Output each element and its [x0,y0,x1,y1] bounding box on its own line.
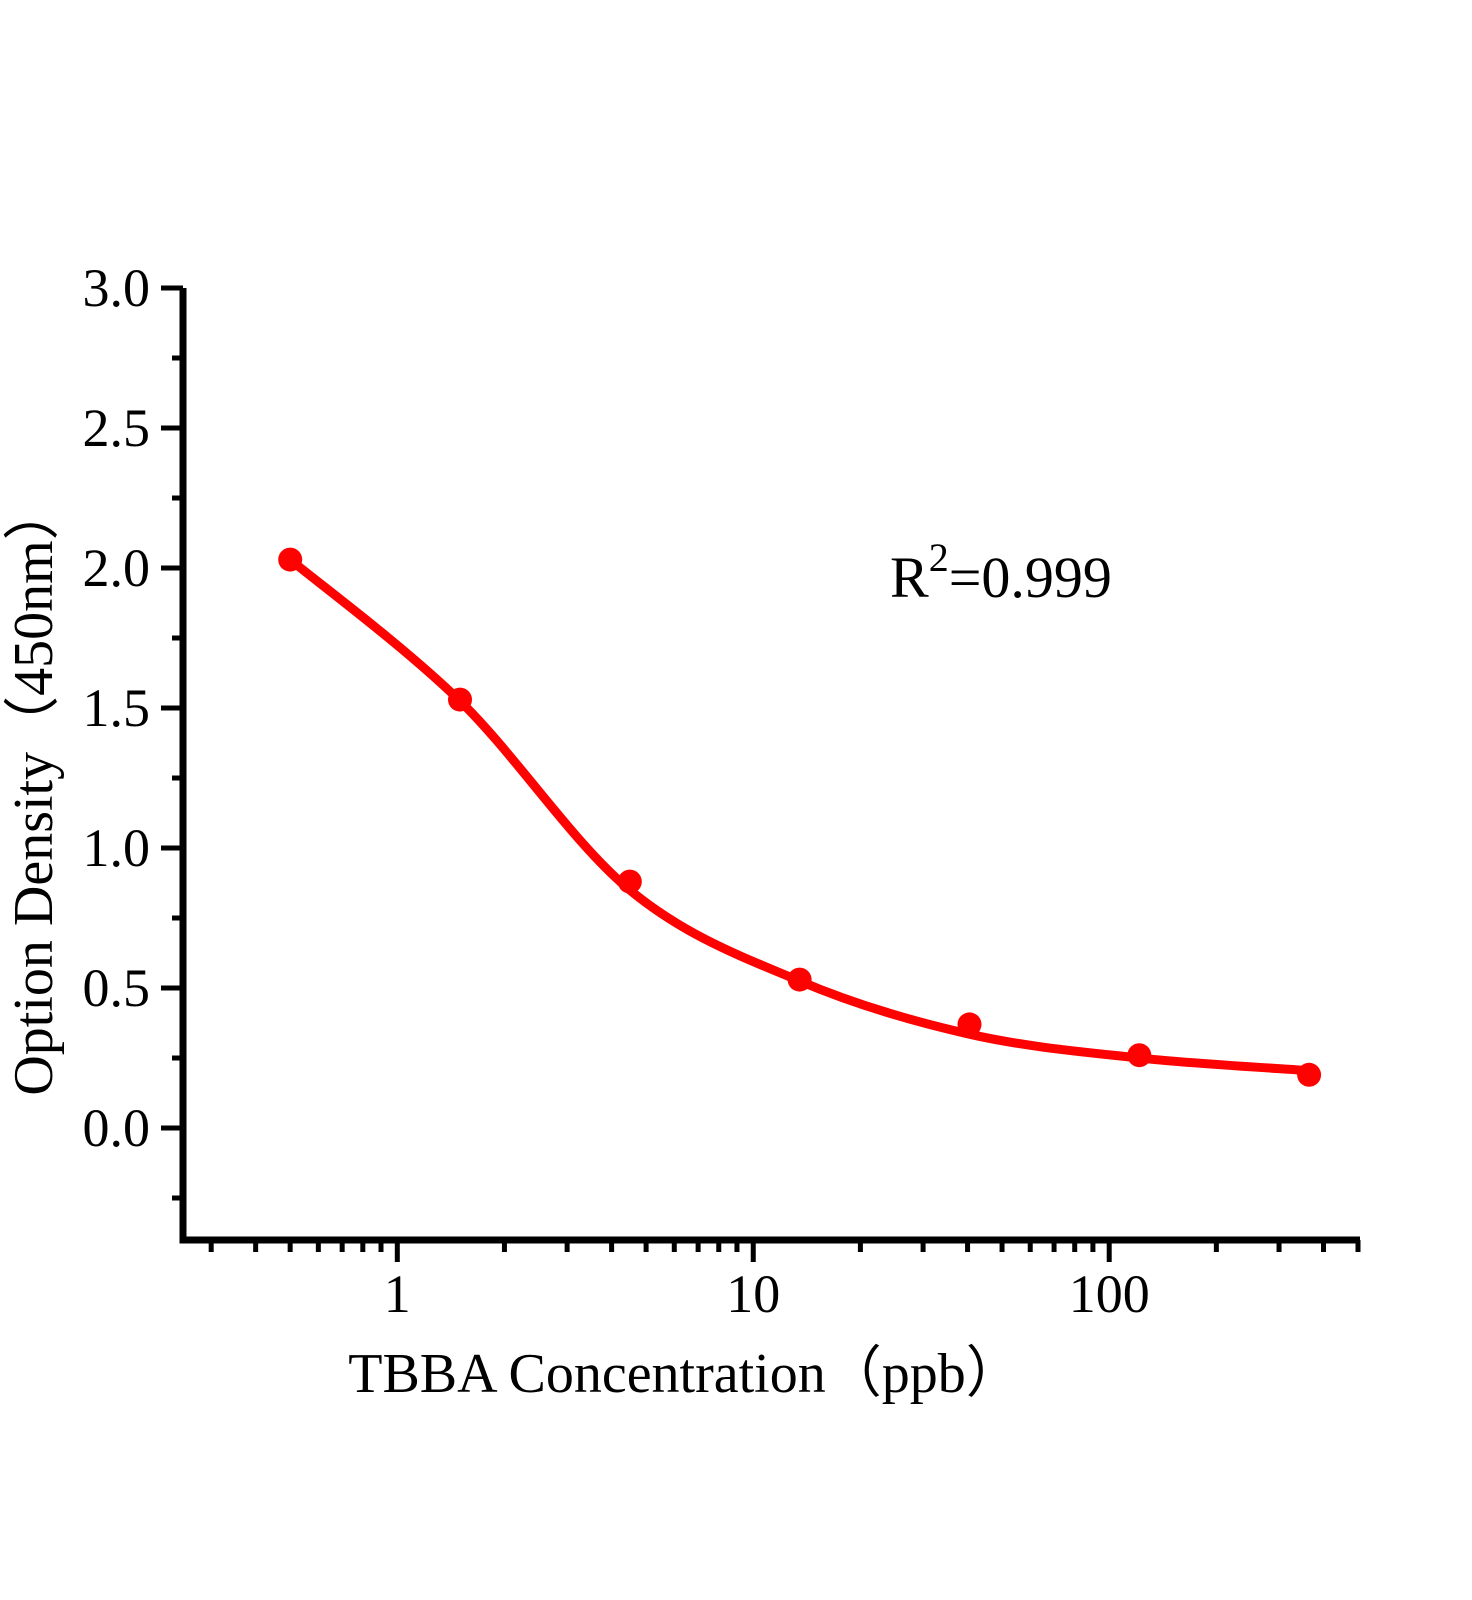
y-tick-label: 1.0 [83,818,151,878]
data-point [448,687,472,712]
axis-tick-labels: 1 10 100 0.0 0.5 1.0 1.5 2.0 2.5 3.0 [83,258,1150,1324]
x-tick-label: 100 [1069,1264,1150,1324]
x-tick-label: 1 [384,1264,411,1324]
r-squared-annotation: R2=0.999 [890,535,1112,610]
y-tick-label: 2.5 [83,398,151,458]
data-point [1127,1043,1152,1068]
y-tick-label: 3.0 [83,258,151,318]
r-squared-value: =0.999 [949,545,1112,610]
axis-title-layer: TBBA Concentration（ppb） Option Density（45… [3,484,1022,1405]
axis-lines [179,288,1360,1244]
fit-curve-layer [285,555,1314,1076]
y-tick-label: 1.5 [83,678,151,738]
y-tick-label: 0.5 [83,958,151,1018]
x-tick-label: 10 [726,1264,780,1324]
y-axis-title: Option Density（450nm） [3,484,65,1095]
x-axis-title: TBBA Concentration（ppb） [348,1343,1022,1405]
axis-ticks [161,285,1361,1262]
y-tick-label: 2.0 [83,538,151,598]
data-point [617,869,642,894]
r-squared-superscript: 2 [929,535,949,580]
r-squared-base: R [890,545,929,610]
data-point [278,547,303,572]
annotation-layer: R2=0.999 [890,535,1112,610]
fit-curve [285,555,1314,1076]
data-point [957,1012,982,1037]
data-point [1297,1062,1322,1087]
y-tick-label: 0.0 [83,1098,151,1158]
data-point [787,967,812,992]
data-point-layer [278,547,1322,1087]
